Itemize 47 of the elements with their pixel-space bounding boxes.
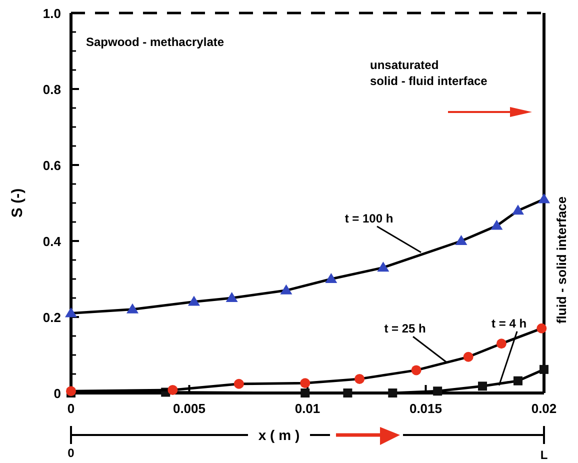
y-axis-title: S (-) (9, 188, 26, 218)
x-axis-title: x ( m ) (258, 427, 300, 443)
point (234, 378, 244, 389)
x-tick-label: 0 (67, 401, 75, 416)
point (300, 388, 310, 398)
point (411, 365, 422, 376)
point (540, 364, 548, 374)
point (463, 352, 474, 362)
point (226, 292, 238, 302)
point (536, 323, 547, 334)
point (188, 296, 200, 306)
point (513, 376, 522, 386)
y-tick-label: 0.4 (42, 234, 62, 249)
point (377, 262, 390, 272)
point (168, 384, 178, 395)
y-tick-label: 0 (54, 386, 61, 401)
x-tick-label: 0.01 (294, 401, 320, 416)
text: 0 (68, 446, 75, 460)
point (280, 284, 292, 294)
y-tick-label: 0.8 (42, 82, 61, 97)
text: fluid - solid interface (554, 196, 569, 324)
point (496, 338, 506, 349)
point (343, 388, 352, 398)
y-tick-label: 0.2 (42, 310, 61, 325)
point (478, 382, 488, 391)
point (126, 303, 138, 314)
x-tick-label: 0.005 (172, 401, 206, 416)
y-tick-label: 0.6 (42, 158, 61, 173)
point (538, 193, 550, 204)
point (433, 386, 442, 396)
point (300, 378, 310, 388)
point (354, 374, 365, 384)
x-tick-label: 0.015 (409, 401, 442, 416)
annotation: Sapwood - methacrylate (86, 35, 224, 49)
annotation: unsaturated solid - fluid interface (370, 58, 488, 88)
annotation: t = 4 h (492, 316, 527, 330)
x-tick-label: 0.02 (531, 401, 557, 416)
point (512, 204, 524, 215)
point (388, 388, 398, 398)
annotation: t = 25 h (384, 322, 426, 336)
annotation: t = 100 h (344, 211, 394, 226)
y-tick-label: 1.0 (42, 6, 61, 21)
point (66, 386, 76, 396)
point (325, 273, 338, 283)
point (455, 235, 468, 245)
text: L (540, 448, 548, 462)
point (490, 220, 503, 230)
